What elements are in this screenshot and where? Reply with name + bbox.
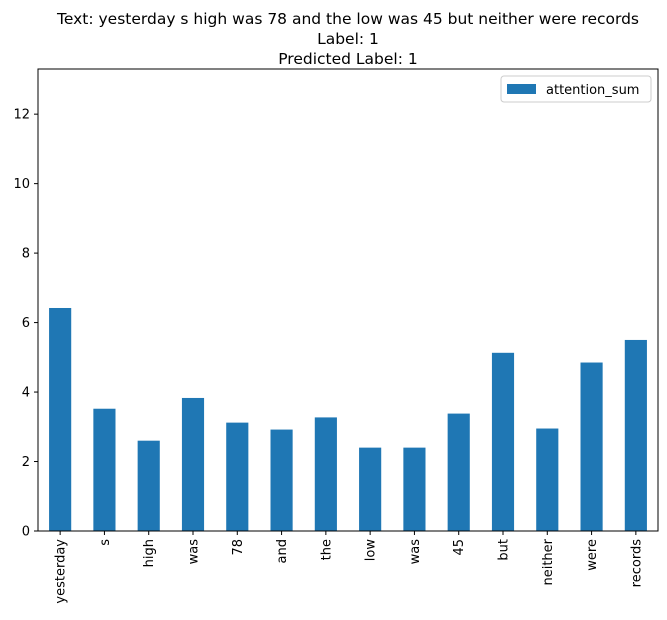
- bar: [93, 408, 116, 531]
- x-tick-label: s: [98, 539, 113, 546]
- title-line: Text: yesterday s high was 78 and the lo…: [56, 10, 639, 28]
- y-tick-label: 10: [13, 177, 30, 192]
- y-tick-label: 2: [22, 455, 30, 470]
- bar: [359, 447, 382, 531]
- chart-title: Text: yesterday s high was 78 and the lo…: [56, 10, 639, 68]
- x-tick-label: low: [364, 539, 379, 562]
- x-tick-label: 45: [452, 539, 467, 556]
- x-tick-label: the: [319, 539, 334, 560]
- y-axis: 0 2 4 6 8 10 12: [13, 108, 38, 540]
- x-tick-label: high: [142, 539, 157, 567]
- title-line: Predicted Label: 1: [278, 50, 418, 68]
- bar: [624, 339, 647, 531]
- x-tick-label: was: [187, 539, 202, 565]
- x-tick-label: but: [497, 539, 512, 561]
- legend: attention_sum: [500, 75, 652, 103]
- y-tick-label: 6: [22, 316, 30, 331]
- x-tick-label: 78: [231, 539, 246, 556]
- x-tick-label: yesterday: [54, 539, 69, 604]
- x-tick-label: was: [408, 539, 423, 565]
- bar: [403, 447, 426, 531]
- y-tick-label: 8: [22, 247, 30, 262]
- x-tick-label: neither: [541, 538, 556, 585]
- bar: [447, 413, 470, 531]
- title-line: Label: 1: [317, 30, 379, 48]
- bar: [137, 440, 160, 531]
- x-tick-label: were: [585, 539, 600, 571]
- x-axis: yesterday s high was 78 and the low was 45 but neit…: [54, 531, 644, 604]
- bar: [491, 352, 515, 531]
- x-tick-label: records: [629, 539, 644, 588]
- y-tick-label: 4: [22, 386, 30, 401]
- axes-frame: [37, 68, 659, 532]
- y-tick-label: 12: [13, 108, 30, 123]
- legend-swatch: [507, 84, 536, 94]
- bar: [181, 397, 205, 531]
- y-tick-label: 0: [22, 525, 30, 540]
- bar: [580, 362, 603, 531]
- bar: [226, 422, 249, 531]
- x-tick-label: and: [275, 539, 290, 563]
- bar: [536, 428, 559, 531]
- legend-box: [500, 75, 652, 103]
- bar: [314, 417, 337, 531]
- bar: [49, 307, 72, 531]
- legend-label: attention_sum: [546, 83, 639, 98]
- bar: [270, 429, 293, 531]
- bars: [49, 307, 647, 531]
